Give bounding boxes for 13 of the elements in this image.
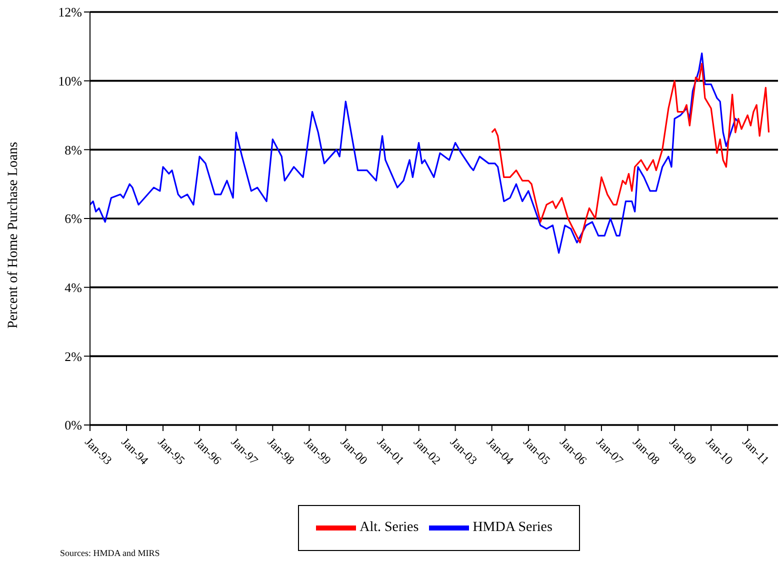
y-tick-label: 4% [64,280,82,295]
source-note: Sources: HMDA and MIRS [60,548,160,558]
legend-label: Alt. Series [360,520,419,536]
line-series [491,62,770,244]
y-axis-title: Percent of Home Purchase Loans [6,142,21,328]
y-tick-label: 10% [58,73,82,88]
y-tick-label: 0% [64,418,82,433]
y-tick-label: 8% [64,142,82,158]
line-series [90,52,740,254]
y-tick-label: 12% [58,4,82,20]
y-tick-label: 2% [64,348,82,364]
y-tick-label: 6% [64,211,82,226]
legend-label: HMDA Series [472,520,552,536]
